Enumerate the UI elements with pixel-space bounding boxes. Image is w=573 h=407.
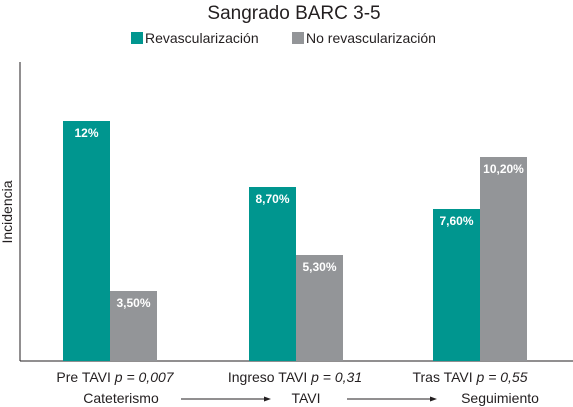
- timeline-label-cateterismo: Cateterismo: [83, 390, 159, 406]
- bar-value-label: 7,60%: [439, 214, 473, 228]
- bar-revascularizacion-2: [433, 209, 480, 361]
- x-tick-label: Ingreso TAVI p = 0,31: [228, 369, 362, 385]
- bar-no-revascularizacion-0: [110, 291, 157, 361]
- x-axis-labels: Pre TAVI p = 0,007 Ingreso TAVI p = 0,31 T…: [56, 369, 527, 385]
- x-tick-label: Pre TAVI p = 0,007: [56, 369, 174, 385]
- timeline-label-seguimiento: Seguimiento: [461, 390, 539, 406]
- x-tick-label: Tras TAVI p = 0,55: [412, 369, 527, 385]
- legend-swatch-no-revascularizacion: [292, 32, 304, 44]
- bar-no-revascularizacion-1: [296, 255, 343, 361]
- timeline-arrowhead-1: [264, 396, 271, 402]
- timeline-label-tavi: TAVI: [291, 390, 320, 406]
- bars-group: 12% 8,70% 7,60% 3,50% 5,30% 10,20%: [63, 121, 527, 361]
- timeline: Cateterismo TAVI Seguimiento: [83, 390, 539, 406]
- bar-value-label: 8,70%: [255, 192, 289, 206]
- legend: Revascularización No revascularización: [131, 30, 436, 46]
- bar-value-label: 5,30%: [302, 260, 336, 274]
- bar-revascularizacion-1: [249, 187, 296, 361]
- bar-value-label: 3,50%: [116, 296, 150, 310]
- bar-revascularizacion-0: [63, 121, 110, 361]
- bar-value-label: 12%: [74, 126, 98, 140]
- legend-label-revascularizacion: Revascularización: [145, 30, 259, 46]
- timeline-arrowhead-2: [430, 396, 437, 402]
- legend-label-no-revascularizacion: No revascularización: [306, 30, 436, 46]
- chart-title: Sangrado BARC 3-5: [207, 3, 380, 24]
- bar-no-revascularizacion-2: [480, 157, 527, 361]
- y-axis-label: Incidencia: [0, 180, 15, 243]
- bar-value-label: 10,20%: [483, 162, 524, 176]
- legend-swatch-revascularizacion: [131, 32, 143, 44]
